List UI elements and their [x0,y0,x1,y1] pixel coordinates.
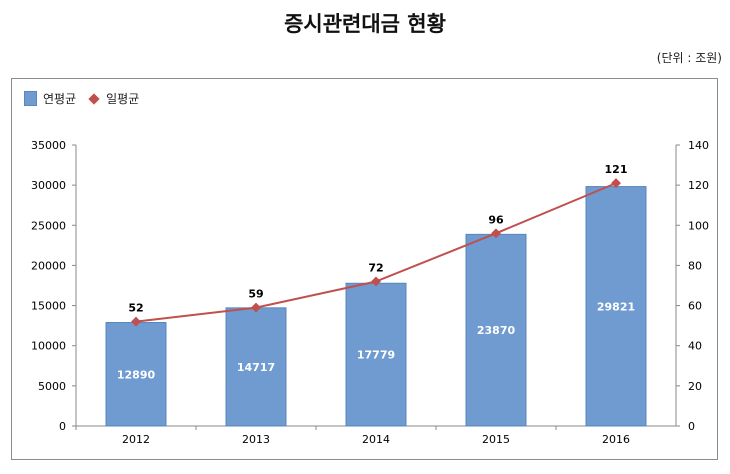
bar-data-label: 29821 [597,300,635,313]
bar-data-label: 14717 [237,361,275,374]
legend: 연평균 일평균 [24,90,139,107]
bar-data-label: 17779 [357,349,395,362]
left-tick-label: 25000 [31,219,66,232]
unit-label: (단위 : 조원) [656,51,722,65]
line-data-label: 72 [368,261,383,274]
line-point [611,178,621,189]
right-tick-label: 80 [688,259,702,272]
left-tick-label: 15000 [31,300,66,313]
bar [585,186,647,427]
right-tick-label: 60 [688,300,702,313]
x-tick-label: 2012 [122,433,150,446]
chart-frame [11,78,718,460]
chart-title: 증시관련대금 현황 [284,12,446,36]
bar [105,322,167,427]
bar [465,233,527,427]
left-tick-label: 10000 [31,340,66,353]
line-point [371,276,381,287]
bar-data-label: 23870 [477,324,516,337]
right-tick-label: 40 [688,340,702,353]
bar-data-label: 12890 [117,368,156,381]
left-tick-label: 35000 [31,139,66,152]
x-tick-label: 2016 [602,433,630,446]
line-point [131,316,141,327]
legend-line-label: 일평균 [106,92,140,106]
bar [225,307,287,427]
right-tick-label: 120 [688,179,709,192]
line-point [251,302,261,313]
right-tick-label: 0 [688,420,695,433]
legend-bar-swatch [24,91,37,106]
left-tick-label: 0 [59,420,66,433]
x-tick-label: 2013 [242,433,270,446]
line-data-label: 59 [248,288,263,301]
right-tick-label: 140 [688,139,709,152]
left-tick-label: 5000 [38,380,66,393]
left-tick-label: 30000 [31,179,66,192]
x-tick-label: 2015 [482,433,510,446]
line-data-label: 96 [488,213,504,226]
line-data-label: 121 [605,163,628,176]
right-tick-label: 20 [688,380,702,393]
right-tick-label: 100 [688,219,709,232]
line-data-label: 52 [128,302,143,315]
left-tick-label: 20000 [31,259,66,272]
x-tick-label: 2014 [362,433,390,446]
line-point [491,228,501,239]
legend-bar-label: 연평균 [43,92,77,106]
